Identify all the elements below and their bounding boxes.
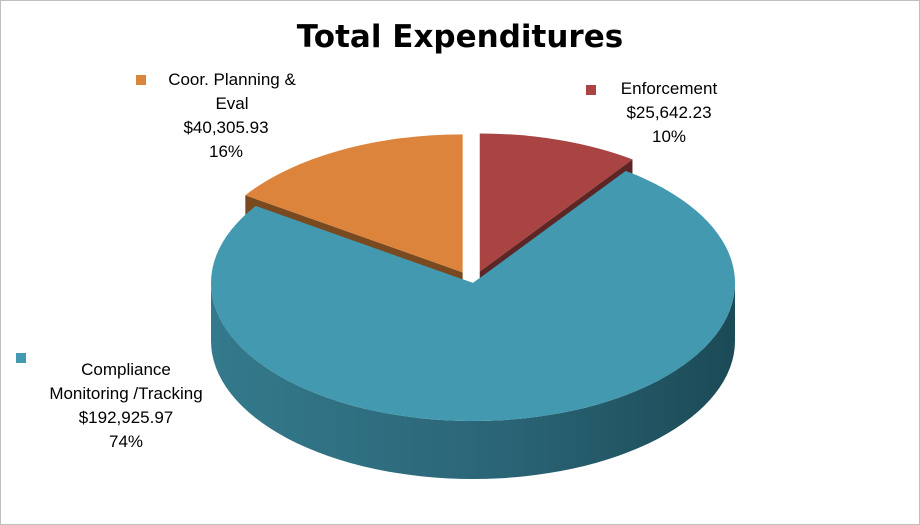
slice-name: Compliance — [81, 360, 171, 379]
slice-name: Coor. Planning & — [168, 70, 296, 89]
data-label-coor-planning: Coor. Planning & Eval — [147, 68, 317, 116]
legend-key-coor-planning — [136, 75, 146, 85]
slice-value: $40,305.93 — [183, 118, 269, 137]
slice-percent: 10% — [651, 127, 687, 146]
legend-key-compliance — [16, 353, 26, 363]
slice-name-line2: Eval — [215, 94, 249, 113]
slice-name-line2: Monitoring /Tracking — [49, 384, 203, 403]
chart-title: Total Expenditures — [296, 19, 624, 55]
pie-slice-coor-planning — [245, 134, 463, 273]
slice-percent: 74% — [108, 432, 144, 451]
slice-value: $192,925.97 — [78, 408, 174, 427]
slice-name: Enforcement — [620, 79, 718, 98]
data-label-compliance: Compliance Monitoring /Tracking $192,925… — [31, 358, 221, 454]
pie-slice-enforcement — [479, 133, 633, 272]
data-label-coor-planning-values: $40,305.93 16% — [161, 116, 291, 164]
legend-key-enforcement — [586, 85, 596, 95]
data-label-enforcement: Enforcement $25,642.23 10% — [599, 77, 739, 149]
slice-outer-wall-compliance — [211, 283, 735, 479]
slice-value: $25,642.23 — [626, 103, 712, 122]
pie-slice-compliance — [210, 170, 735, 422]
slice-percent: 16% — [208, 142, 244, 161]
